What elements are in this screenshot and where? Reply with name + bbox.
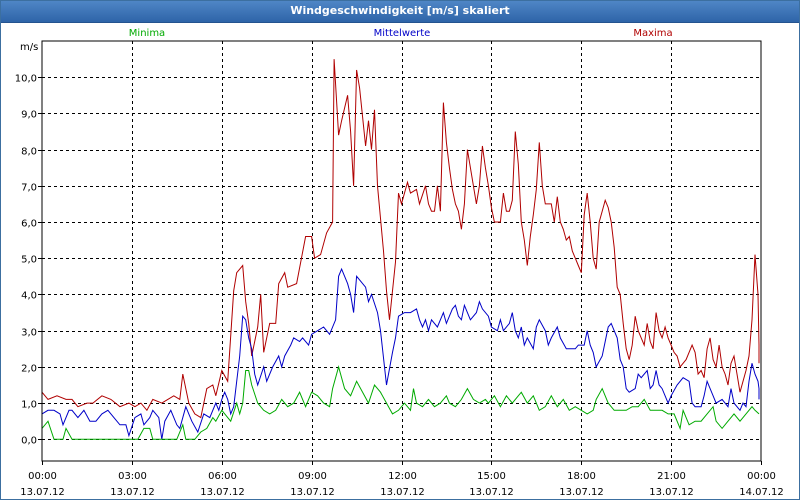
x-tick-time-label: 15:00	[477, 471, 506, 482]
x-tick-time-label: 03:00	[118, 471, 147, 482]
legend-item-minima: Minima	[129, 28, 165, 39]
x-tick-date-label: 13.07.12	[380, 487, 425, 498]
x-tick-date-label: 13.07.12	[20, 487, 65, 498]
y-tick-label: 10,0	[15, 74, 37, 85]
x-tick-time-label: 12:00	[388, 471, 417, 482]
title-bar: Windgeschwindigkeit [m/s] skaliert	[1, 1, 799, 23]
legend-item-maxima: Maxima	[633, 28, 672, 39]
series-line-minima	[41, 365, 760, 440]
y-axis-unit-label: m/s	[20, 42, 38, 53]
plot-frame	[41, 40, 762, 462]
y-tick-label: 0,0	[21, 436, 37, 447]
x-tick-date-label: 13.07.12	[290, 487, 335, 498]
x-tick-time-label: 18:00	[567, 471, 596, 482]
x-tick-time-label: 00:00	[747, 471, 776, 482]
y-axis: 0,0 1,0 2,0 3,0 4,0 5,0 6,0 7,0 8,0 9,0 10,0	[15, 74, 42, 447]
y-tick-label: 4,0	[21, 291, 37, 302]
x-tick-date-label: 13.07.12	[200, 487, 245, 498]
x-tick-time-label: 09:00	[298, 471, 327, 482]
x-tick-time-label: 06:00	[208, 471, 237, 482]
y-tick-label: 8,0	[21, 147, 37, 158]
window-title: Windgeschwindigkeit [m/s] skaliert	[290, 4, 510, 17]
y-tick-label: 6,0	[21, 219, 37, 230]
x-tick-time-label: 00:00	[28, 471, 57, 482]
x-tick-date-label: 13.07.12	[649, 487, 694, 498]
series-line-mittelwerte	[41, 267, 760, 440]
y-tick-label: 5,0	[21, 255, 37, 266]
x-tick-date-label: 14.07.12	[739, 487, 784, 498]
y-tick-label: 9,0	[21, 110, 37, 121]
legend-item-mittelwerte: Mittelwerte	[374, 28, 431, 39]
plot-background	[42, 41, 761, 461]
x-tick-date-label: 13.07.12	[559, 487, 604, 498]
y-tick-label: 1,0	[21, 400, 37, 411]
y-tick-label: 3,0	[21, 328, 37, 339]
grid-lines	[42, 41, 761, 461]
y-tick-label: 2,0	[21, 364, 37, 375]
x-tick-date-label: 13.07.12	[110, 487, 155, 498]
series-line-maxima	[41, 59, 760, 419]
y-tick-label: 7,0	[21, 183, 37, 194]
x-tick-date-label: 13.07.12	[469, 487, 514, 498]
legend: Minima Mittelwerte Maxima	[129, 28, 673, 39]
x-tick-time-label: 21:00	[657, 471, 686, 482]
x-axis: 00:00 13.07.12 03:00 13.07.12 06:00 13.07.12 0…	[20, 461, 784, 498]
series-lines	[41, 59, 760, 440]
